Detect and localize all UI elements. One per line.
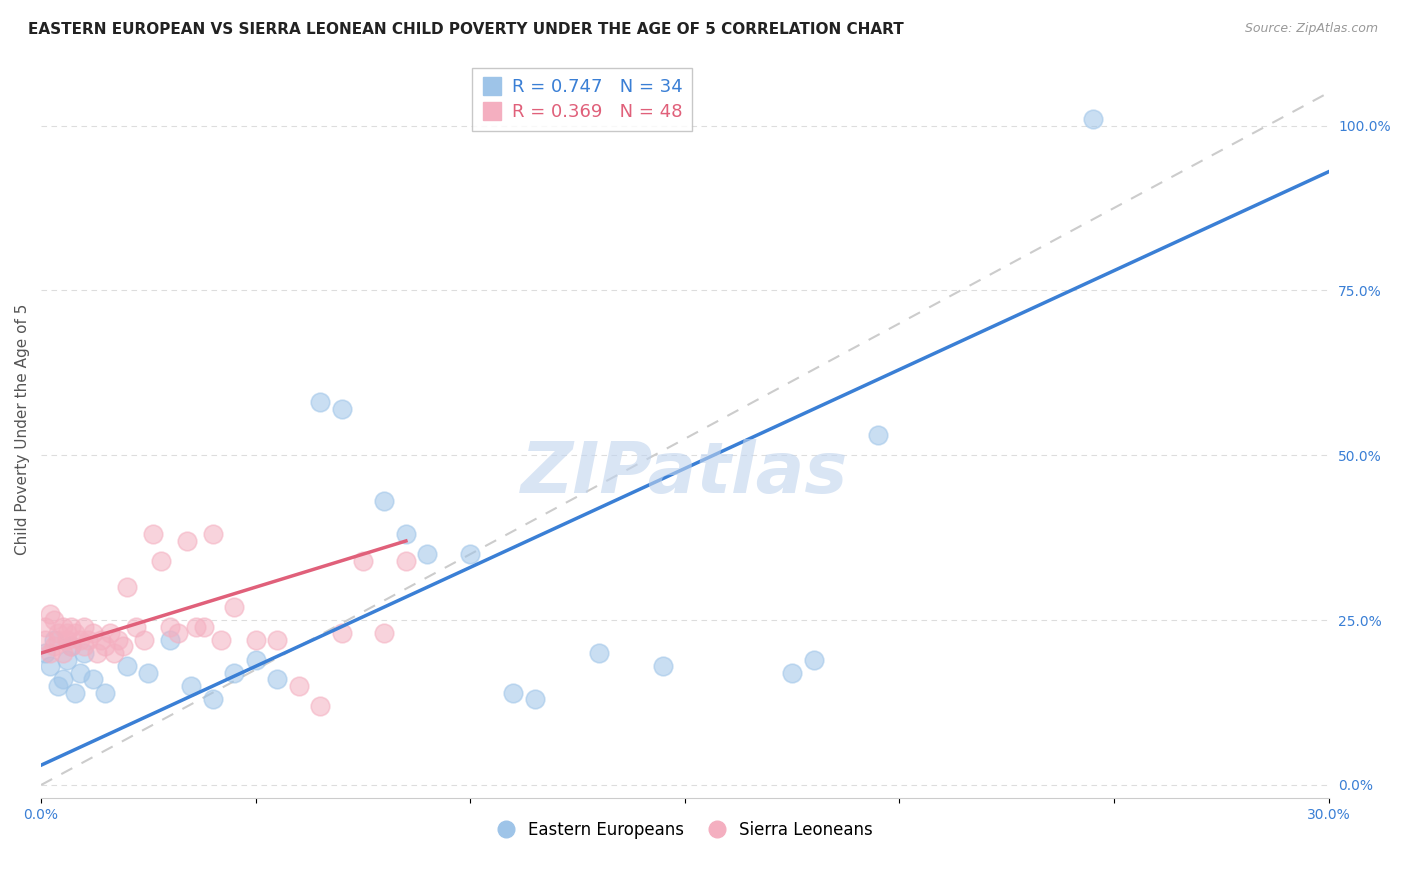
- Point: [124, 620, 146, 634]
- Point: [588, 646, 610, 660]
- Point: [65, 685, 87, 699]
- Point: [42, 613, 65, 627]
- Point: [780, 665, 803, 680]
- Point: [107, 632, 129, 647]
- Point: [266, 673, 288, 687]
- Point: [115, 659, 138, 673]
- Point: [46, 626, 69, 640]
- Legend: Eastern Europeans, Sierra Leoneans: Eastern Europeans, Sierra Leoneans: [491, 814, 879, 846]
- Point: [176, 533, 198, 548]
- Point: [77, 632, 100, 647]
- Text: ZIPatlas: ZIPatlas: [522, 439, 849, 508]
- Point: [94, 685, 117, 699]
- Point: [73, 640, 96, 654]
- Point: [90, 632, 112, 647]
- Point: [52, 646, 75, 660]
- Point: [60, 640, 83, 654]
- Point: [103, 646, 125, 660]
- Point: [73, 620, 96, 634]
- Point: [46, 632, 69, 647]
- Point: [34, 620, 56, 634]
- Point: [34, 632, 56, 647]
- Point: [266, 632, 288, 647]
- Point: [803, 653, 825, 667]
- Point: [56, 626, 79, 640]
- Point: [159, 620, 181, 634]
- Point: [193, 620, 215, 634]
- Point: [60, 640, 83, 654]
- Point: [65, 626, 87, 640]
- Point: [60, 620, 83, 634]
- Point: [352, 554, 374, 568]
- Point: [82, 673, 104, 687]
- Point: [180, 679, 202, 693]
- Point: [209, 632, 232, 647]
- Point: [132, 632, 155, 647]
- Point: [142, 527, 165, 541]
- Point: [86, 646, 108, 660]
- Point: [416, 547, 439, 561]
- Point: [309, 395, 332, 409]
- Point: [56, 653, 79, 667]
- Point: [52, 620, 75, 634]
- Point: [224, 599, 246, 614]
- Point: [73, 646, 96, 660]
- Text: EASTERN EUROPEAN VS SIERRA LEONEAN CHILD POVERTY UNDER THE AGE OF 5 CORRELATION : EASTERN EUROPEAN VS SIERRA LEONEAN CHILD…: [28, 22, 904, 37]
- Point: [38, 607, 60, 621]
- Point: [1081, 112, 1104, 126]
- Point: [245, 653, 267, 667]
- Point: [287, 679, 309, 693]
- Point: [138, 665, 160, 680]
- Point: [330, 402, 353, 417]
- Point: [224, 665, 246, 680]
- Point: [395, 554, 418, 568]
- Point: [201, 692, 224, 706]
- Point: [42, 632, 65, 647]
- Point: [111, 640, 134, 654]
- Point: [330, 626, 353, 640]
- Point: [309, 698, 332, 713]
- Point: [373, 626, 395, 640]
- Point: [34, 646, 56, 660]
- Point: [201, 527, 224, 541]
- Point: [115, 580, 138, 594]
- Point: [373, 494, 395, 508]
- Point: [458, 547, 481, 561]
- Point: [38, 659, 60, 673]
- Point: [184, 620, 207, 634]
- Point: [395, 527, 418, 541]
- Y-axis label: Child Poverty Under the Age of 5: Child Poverty Under the Age of 5: [15, 303, 30, 555]
- Point: [167, 626, 190, 640]
- Point: [38, 646, 60, 660]
- Text: Source: ZipAtlas.com: Source: ZipAtlas.com: [1244, 22, 1378, 36]
- Point: [245, 632, 267, 647]
- Point: [523, 692, 546, 706]
- Point: [42, 640, 65, 654]
- Point: [652, 659, 675, 673]
- Point: [82, 626, 104, 640]
- Point: [98, 626, 121, 640]
- Point: [52, 673, 75, 687]
- Point: [69, 632, 91, 647]
- Point: [159, 632, 181, 647]
- Point: [866, 428, 889, 442]
- Point: [69, 665, 91, 680]
- Point: [56, 632, 79, 647]
- Point: [46, 679, 69, 693]
- Point: [150, 554, 173, 568]
- Point: [502, 685, 524, 699]
- Point: [94, 640, 117, 654]
